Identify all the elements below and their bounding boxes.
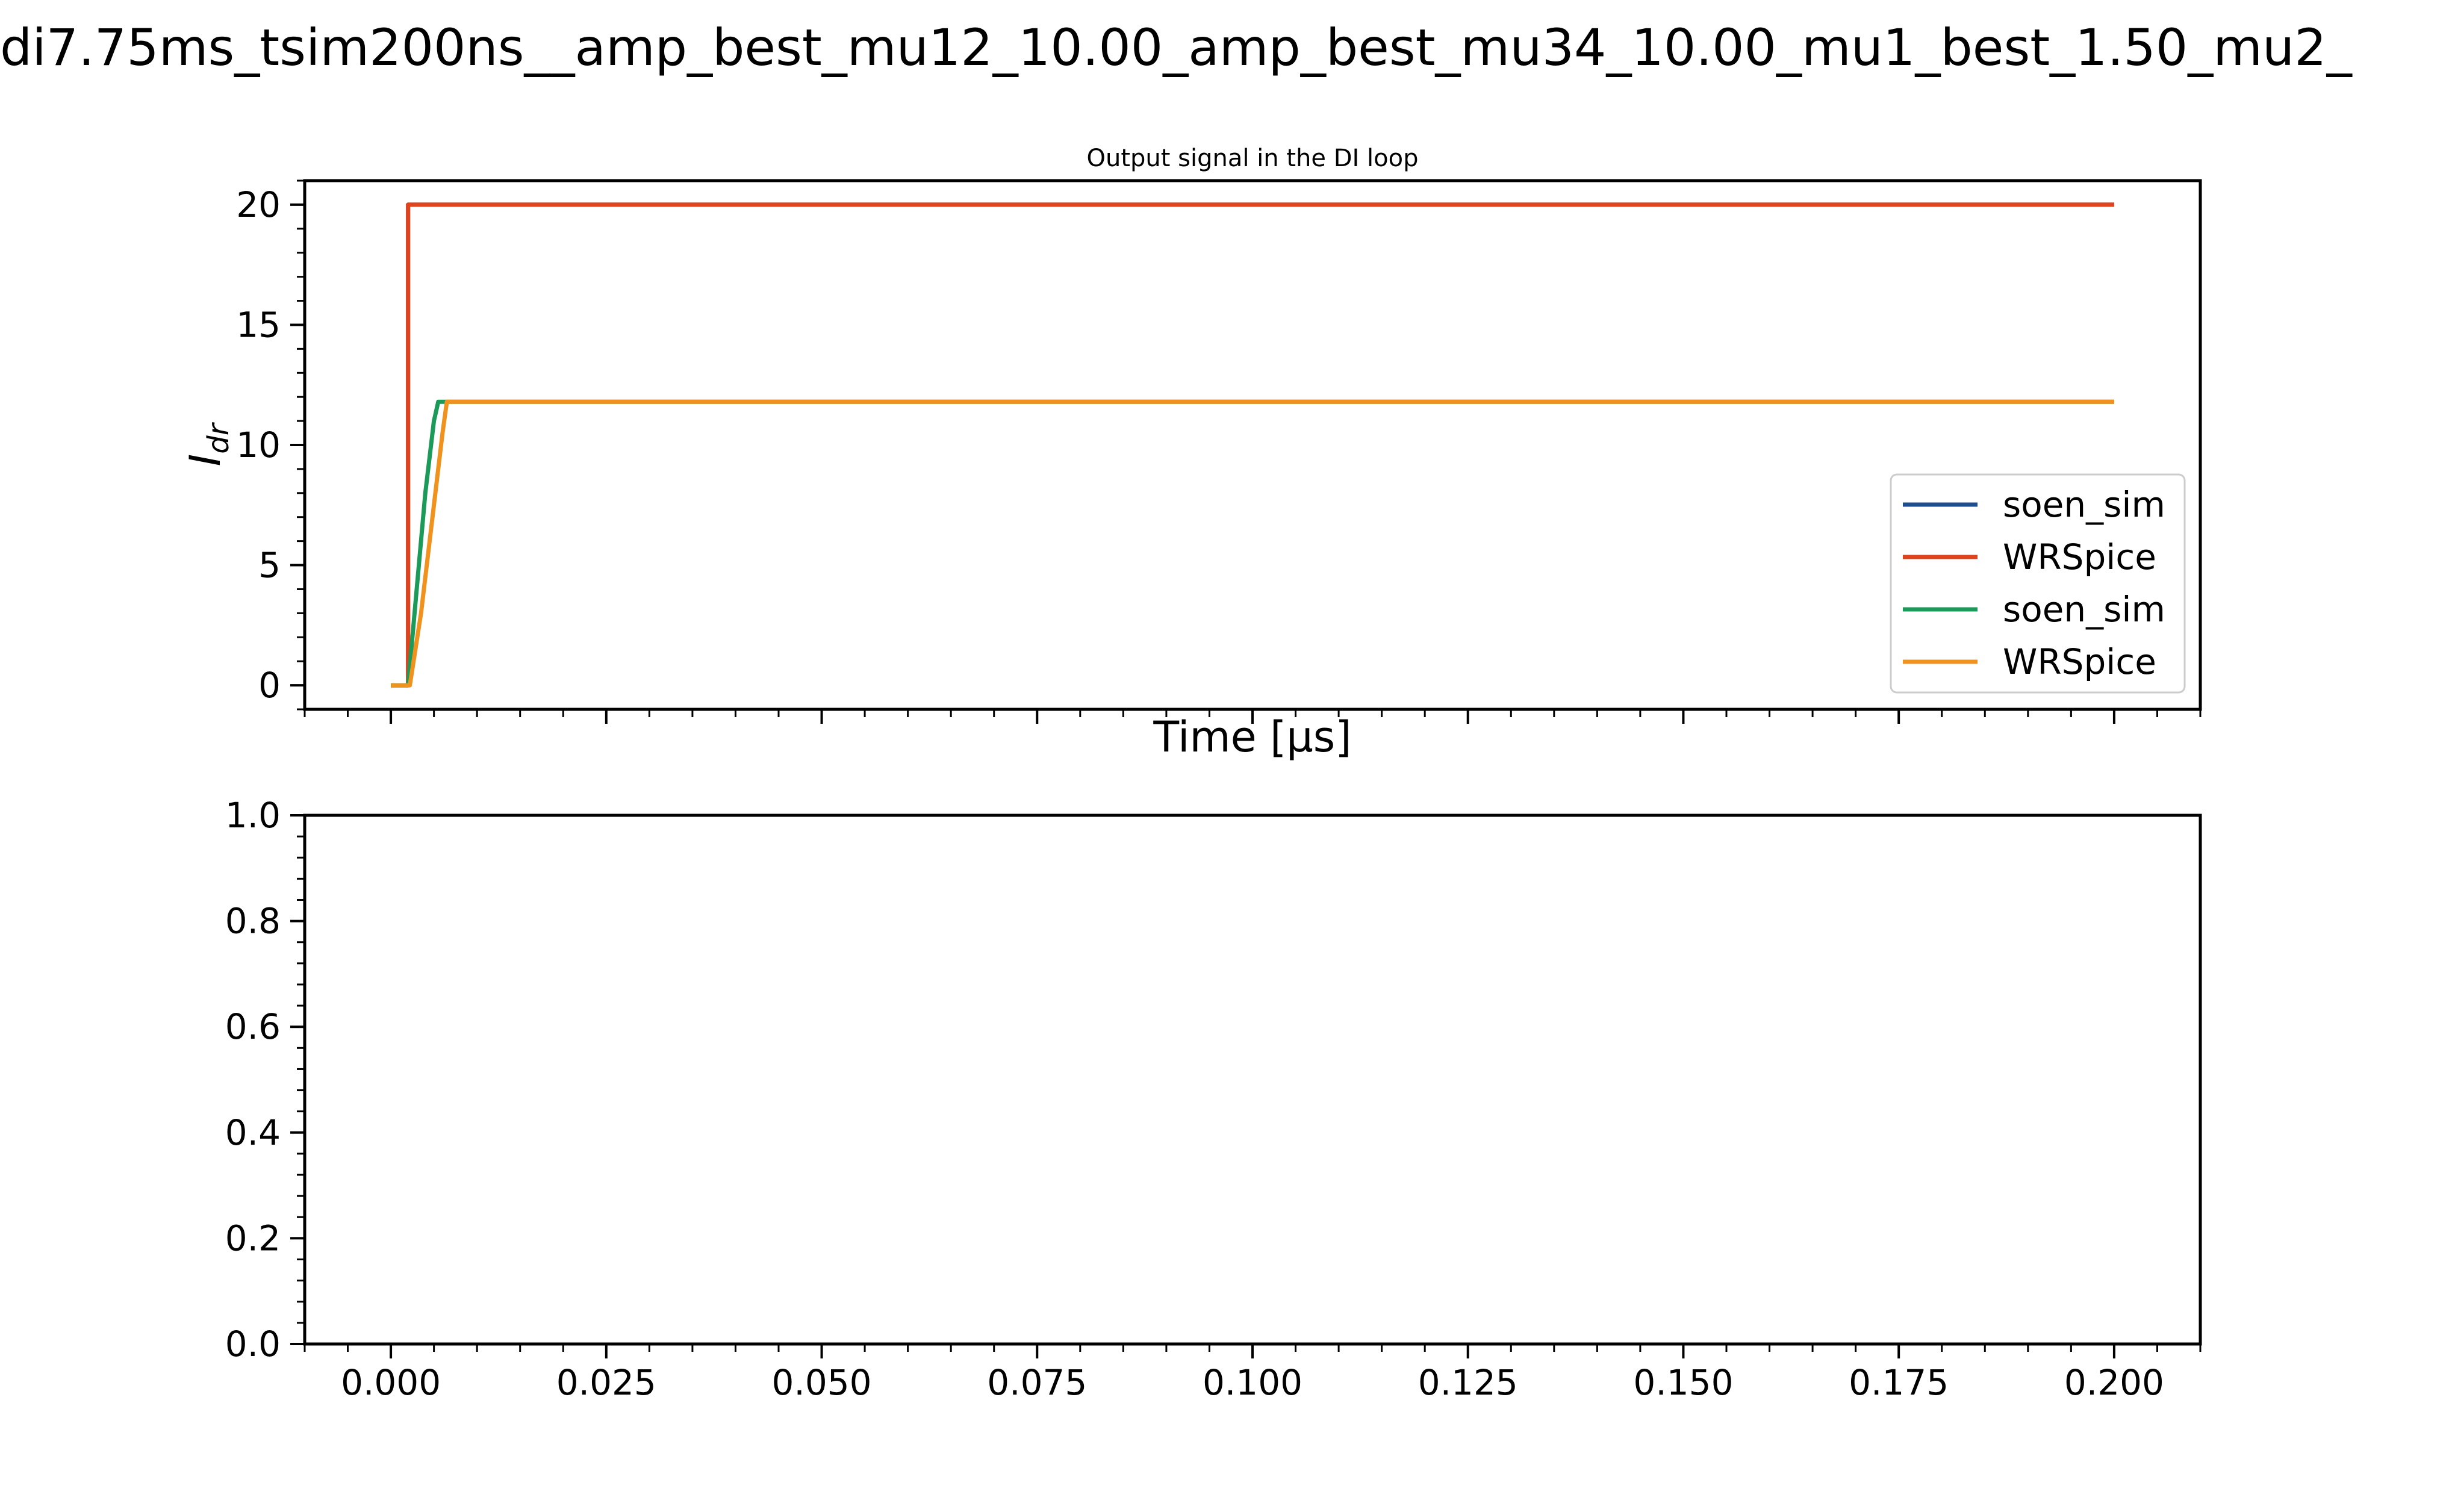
y-tick-label: 0.8 <box>225 901 281 942</box>
y-tick-label: 5 <box>258 545 281 586</box>
x-tick-label: 0.075 <box>987 1362 1087 1403</box>
legend-label-2: WRSpice <box>2003 537 2156 577</box>
figure-title: di7.75ms_tsim200ns__amp_best_mu12_10.00_… <box>0 18 2352 77</box>
plot-title: Output signal in the DI loop <box>1087 145 1419 172</box>
y-tick-label: 0.4 <box>225 1112 281 1153</box>
y-tick-label: 0.6 <box>225 1006 281 1047</box>
legend-label-4: WRSpice <box>2003 641 2156 682</box>
y-axis-label: Idr <box>181 422 235 466</box>
y-tick-label: 0.2 <box>225 1218 281 1258</box>
y-tick-label: 15 <box>236 304 281 345</box>
y-tick-label: 20 <box>236 184 281 225</box>
x-tick-label: 0.150 <box>1633 1362 1733 1403</box>
y-tick-label: 0 <box>258 665 281 706</box>
y-tick-label: 10 <box>236 425 281 465</box>
x-tick-label: 0.200 <box>2064 1362 2164 1403</box>
plot-panel-1: Output signal in the DI loop 0 5 10 15 20 Time… <box>181 145 2202 762</box>
series-line-1 <box>391 202 2114 688</box>
x-tick-label: 0.050 <box>772 1362 872 1403</box>
y-tick-label: 0.0 <box>225 1324 281 1364</box>
legend-label-3: soen_sim <box>2003 589 2165 630</box>
series-line-3 <box>391 399 2114 688</box>
plot-panel-2: 0.0 0.2 0.4 0.6 0.8 1.0 0.000 0.025 0.050 0.075 0.… <box>225 795 2202 1403</box>
plot-frame <box>303 814 2202 1346</box>
y-tick-label: 1.0 <box>225 795 281 836</box>
x-tick-label: 0.000 <box>341 1362 441 1403</box>
x-tick-label: 0.025 <box>556 1362 656 1403</box>
x-tick-label: 0.100 <box>1203 1362 1302 1403</box>
series-line-2 <box>391 202 2114 688</box>
legend-box <box>1890 473 2186 694</box>
x-axis-label: Time [μs] <box>1153 712 1351 762</box>
series-line-4 <box>391 399 2114 688</box>
legend-label-1: soen_sim <box>2003 484 2165 525</box>
x-tick-label: 0.175 <box>1849 1362 1949 1403</box>
legend: soen_sim WRSpice soen_sim WRSpice <box>1890 473 2186 694</box>
x-tick-label: 0.125 <box>1418 1362 1518 1403</box>
